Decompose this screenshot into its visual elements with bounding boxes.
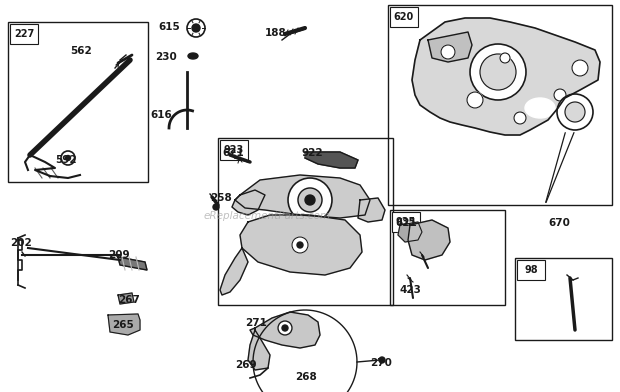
Polygon shape bbox=[220, 248, 248, 295]
Polygon shape bbox=[250, 312, 320, 348]
Polygon shape bbox=[235, 175, 370, 218]
Bar bbox=[218, 138, 393, 305]
Text: 265: 265 bbox=[112, 320, 134, 330]
Bar bbox=[10, 24, 38, 44]
Polygon shape bbox=[118, 257, 147, 270]
Circle shape bbox=[305, 195, 315, 205]
Text: 923: 923 bbox=[224, 145, 244, 155]
Text: 615: 615 bbox=[158, 22, 180, 32]
Circle shape bbox=[557, 94, 593, 130]
Circle shape bbox=[288, 178, 332, 222]
Polygon shape bbox=[358, 198, 385, 222]
Circle shape bbox=[282, 325, 288, 331]
Bar bbox=[8, 22, 148, 182]
Circle shape bbox=[66, 156, 71, 160]
Circle shape bbox=[278, 321, 292, 335]
Text: 271: 271 bbox=[245, 318, 267, 328]
Text: 620: 620 bbox=[394, 12, 414, 22]
Bar bbox=[515, 258, 612, 340]
Text: 562: 562 bbox=[70, 46, 92, 56]
Polygon shape bbox=[305, 152, 358, 168]
Circle shape bbox=[213, 204, 219, 210]
Circle shape bbox=[441, 45, 455, 59]
Circle shape bbox=[572, 60, 588, 76]
Circle shape bbox=[565, 102, 585, 122]
Text: 188: 188 bbox=[265, 28, 286, 38]
Circle shape bbox=[298, 188, 322, 212]
Text: eReplacementParts.com: eReplacementParts.com bbox=[203, 211, 330, 221]
Text: 922: 922 bbox=[302, 148, 324, 158]
Polygon shape bbox=[412, 18, 600, 135]
Circle shape bbox=[467, 92, 483, 108]
Text: 98: 98 bbox=[524, 265, 538, 275]
Polygon shape bbox=[398, 222, 422, 242]
Bar bbox=[517, 260, 545, 280]
Polygon shape bbox=[248, 330, 270, 370]
Text: 269: 269 bbox=[235, 360, 257, 370]
Bar bbox=[392, 212, 420, 232]
Polygon shape bbox=[240, 215, 362, 275]
Polygon shape bbox=[108, 314, 140, 335]
Text: 230: 230 bbox=[155, 52, 177, 62]
Text: 592: 592 bbox=[55, 155, 77, 165]
Ellipse shape bbox=[525, 98, 555, 118]
Text: 423: 423 bbox=[400, 285, 422, 295]
Circle shape bbox=[480, 54, 516, 90]
Text: 616: 616 bbox=[150, 110, 172, 120]
Polygon shape bbox=[408, 220, 450, 260]
Circle shape bbox=[554, 89, 566, 101]
Text: 621: 621 bbox=[222, 148, 244, 158]
Circle shape bbox=[192, 24, 200, 32]
Text: 202: 202 bbox=[10, 238, 32, 248]
Bar bbox=[390, 210, 505, 305]
Text: 670: 670 bbox=[548, 218, 570, 228]
Text: 258: 258 bbox=[210, 193, 232, 203]
Text: 935: 935 bbox=[396, 217, 416, 227]
Polygon shape bbox=[428, 32, 472, 62]
Circle shape bbox=[500, 53, 510, 63]
Bar bbox=[220, 140, 248, 160]
Bar bbox=[388, 5, 612, 205]
Text: 268: 268 bbox=[295, 372, 317, 382]
Bar bbox=[390, 7, 418, 27]
Polygon shape bbox=[118, 293, 134, 304]
Circle shape bbox=[514, 112, 526, 124]
Text: 267: 267 bbox=[118, 295, 140, 305]
Circle shape bbox=[292, 237, 308, 253]
Circle shape bbox=[470, 44, 526, 100]
Text: 621: 621 bbox=[395, 218, 417, 228]
Text: 209: 209 bbox=[108, 250, 130, 260]
Circle shape bbox=[297, 242, 303, 248]
Circle shape bbox=[379, 357, 385, 363]
Ellipse shape bbox=[188, 53, 198, 59]
Text: 227: 227 bbox=[14, 29, 34, 39]
Text: 270: 270 bbox=[370, 358, 392, 368]
Polygon shape bbox=[232, 190, 265, 215]
